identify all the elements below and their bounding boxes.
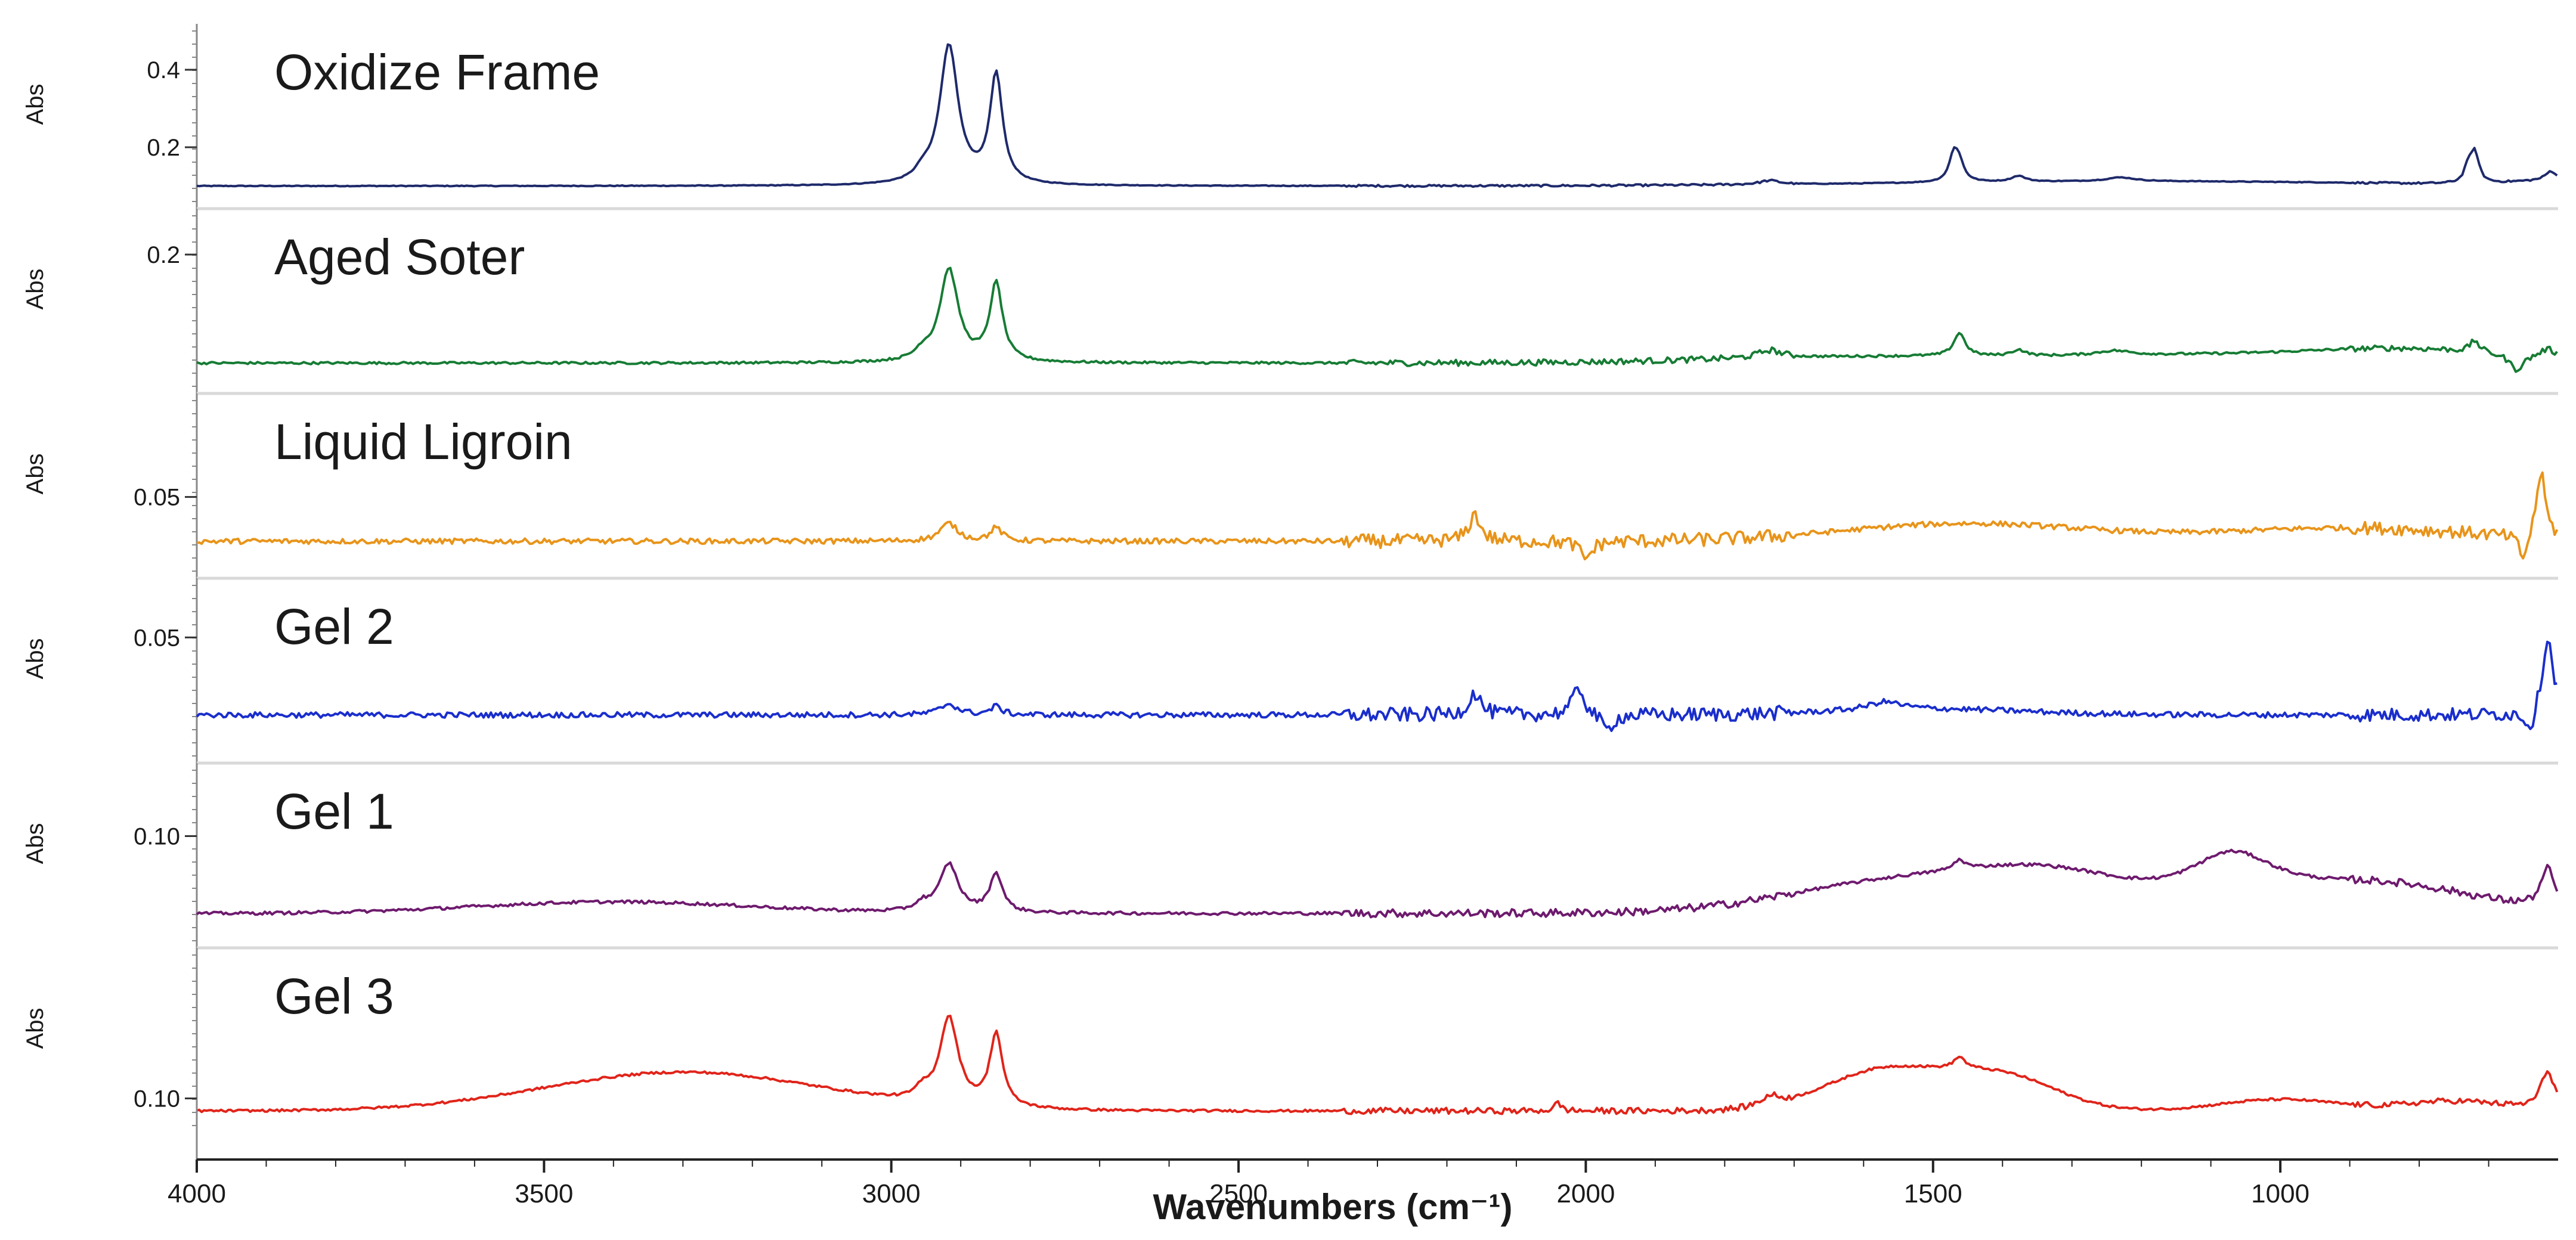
x-tick-label: 1500 — [1904, 1179, 1962, 1208]
y-axis-label: Abs — [22, 638, 48, 680]
y-tick-label: 0.10 — [134, 824, 180, 850]
spectrum-line-gel-1 — [196, 848, 2559, 919]
panel-aged-soter: 0.2 Abs Aged Soter — [22, 209, 2558, 395]
x-tick-label: 2000 — [1556, 1179, 1615, 1208]
panel-gel-3: 0.10 Abs Gel 3 — [22, 948, 2559, 1133]
panel-gel-2: 0.05 Abs Gel 2 — [22, 578, 2558, 765]
spectrum-line-aged-soter — [196, 266, 2558, 373]
panel-liquid-ligroin: 0.05 Abs Liquid Ligroin — [22, 393, 2559, 580]
x-tick-label: 4000 — [168, 1179, 226, 1208]
y-axis-label: Abs — [22, 1008, 48, 1049]
panel-oxidize-frame: 0.2 0.4 Abs Oxidize Frame — [22, 24, 2558, 210]
spectrum-line-liquid-ligroin — [196, 471, 2559, 560]
x-axis-label: Wavenumbers (cm⁻¹) — [1153, 1187, 1513, 1227]
y-tick-label: 0.05 — [134, 485, 180, 511]
y-axis-label: Abs — [22, 84, 48, 125]
y-tick-label: 0.4 — [147, 57, 180, 83]
spectrum-line-gel-3 — [196, 1015, 2559, 1115]
x-tick-label: 1000 — [2251, 1179, 2309, 1208]
y-tick-label: 0.10 — [134, 1086, 180, 1112]
panel-title: Gel 3 — [274, 968, 394, 1024]
y-tick-label: 0.2 — [147, 135, 180, 161]
panel-title: Gel 2 — [274, 599, 394, 655]
x-tick-label: 3000 — [862, 1179, 921, 1208]
y-tick-label: 0.2 — [147, 242, 180, 268]
panel-title: Oxidize Frame — [274, 44, 600, 100]
panel-title: Aged Soter — [274, 229, 525, 285]
panel-title: Gel 1 — [274, 783, 394, 839]
x-tick-label: 2500 — [1209, 1179, 1268, 1208]
panel-title: Liquid Ligroin — [274, 414, 572, 470]
x-axis: 4000 3500 3000 2500 2000 1500 1000 — [168, 1106, 2558, 1208]
y-axis-label: Abs — [22, 454, 48, 495]
y-tick-label: 0.05 — [134, 625, 180, 651]
panel-gel-1: 0.10 Abs Gel 1 — [22, 763, 2559, 950]
spectrum-line-oxidize-frame — [196, 43, 2558, 188]
x-tick-label: 3500 — [515, 1179, 573, 1208]
spectrum-line-gel-2 — [196, 640, 2558, 732]
y-axis-label: Abs — [22, 269, 48, 310]
y-axis-label: Abs — [22, 823, 48, 864]
